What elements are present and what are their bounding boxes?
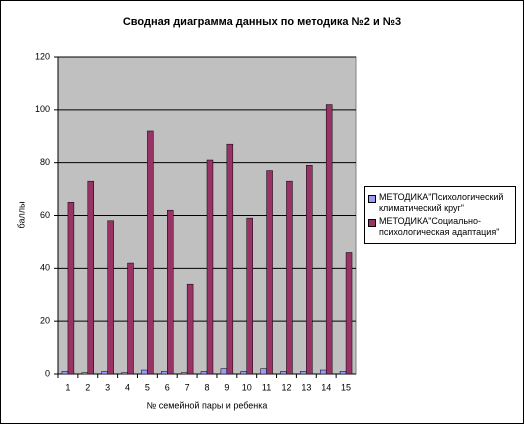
x-tick-label: 6 [165,382,170,392]
x-tick-label: 8 [204,382,209,392]
bar [200,371,208,375]
bar [186,283,194,375]
x-tick-label: 7 [185,382,190,392]
legend-label: МЕТОДИКА"Психологический климатический к… [379,192,504,213]
x-tick-label: 9 [224,382,229,392]
bar [161,371,168,375]
bar [300,371,307,375]
bar [167,209,174,375]
bar [280,371,287,375]
x-tick-label: 14 [321,382,331,392]
legend-swatch [368,195,376,203]
x-tick-label: 2 [85,382,90,392]
x-axis-label: № семейной пары и ребенка [147,400,268,410]
x-tick-label: 13 [301,382,311,392]
bar [220,368,228,375]
y-tick-label: 60 [40,210,50,220]
bar [286,180,293,375]
bar [240,371,247,375]
x-tick-label: 12 [281,382,291,392]
bar [147,130,154,375]
legend: МЕТОДИКА"Психологический климатический к… [364,186,516,244]
legend-item: МЕТОДИКА"Социально-психологическая адапт… [368,216,512,238]
bar [345,252,353,375]
bar [325,104,333,375]
bar [339,371,347,375]
bar [319,369,327,375]
bar [127,262,134,375]
chart-title: Сводная диаграмма данных по методика №2 … [123,16,401,28]
x-tick-label: 5 [145,382,150,392]
bar [306,165,313,375]
bar [61,371,69,375]
bar [141,369,148,375]
y-tick-label: 80 [40,157,50,167]
bar [246,217,253,375]
x-tick-label: 3 [105,382,110,392]
y-tick-label: 20 [40,316,50,326]
x-tick-label: 1 [65,382,70,392]
y-tick-label: 0 [45,368,50,378]
legend-label: МЕТОДИКА"Социально-психологическая адапт… [379,216,500,237]
x-tick-label: 10 [242,382,252,392]
legend-item: МЕТОДИКА"Психологический климатический к… [368,192,512,214]
y-axis-label: баллы [16,202,26,229]
bar [206,159,214,375]
bar [81,372,89,375]
x-tick-label: 11 [262,382,271,392]
bar [101,371,108,375]
bar [121,372,128,375]
y-tick-label: 120 [35,51,50,61]
bar [226,143,234,375]
y-tick-label: 100 [35,104,50,114]
bar [107,220,114,375]
bar [67,202,75,375]
bar [260,368,267,375]
x-tick-label: 4 [125,382,130,392]
y-tick-label: 40 [40,263,50,273]
legend-swatch [368,219,376,227]
bar [180,372,188,375]
x-tick-label: 15 [341,382,351,392]
bar [87,180,95,375]
bar [266,170,273,375]
